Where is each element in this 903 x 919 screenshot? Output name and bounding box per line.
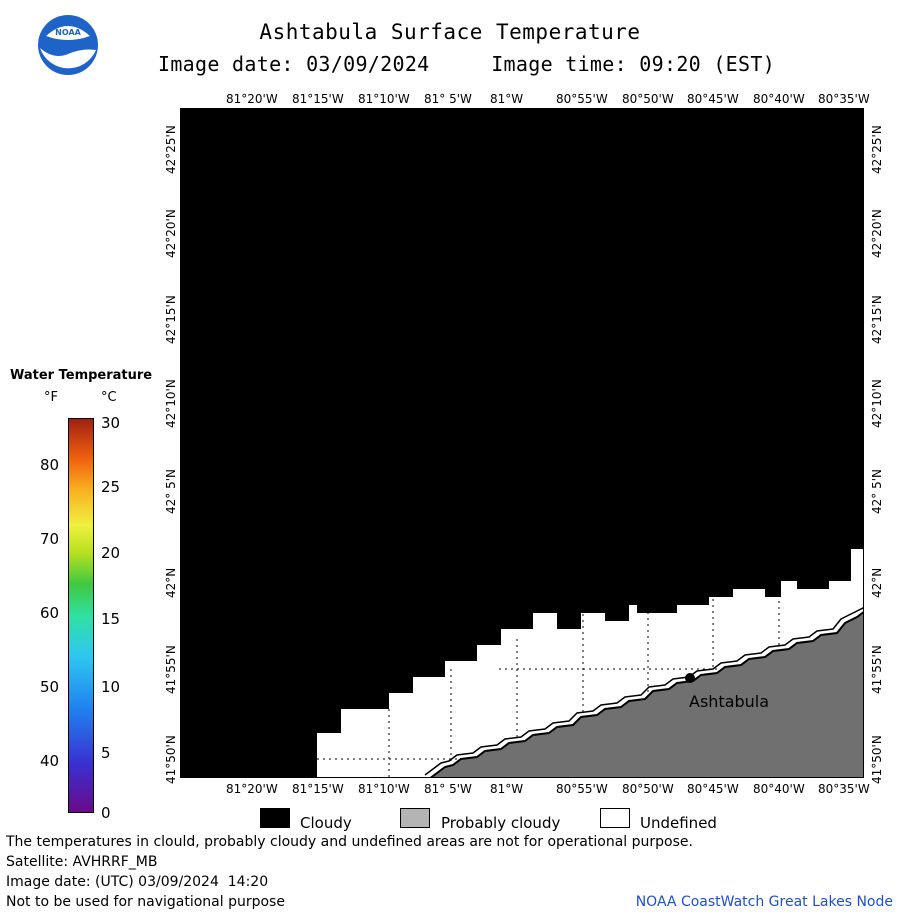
celsius-tick: 15	[101, 610, 121, 628]
satellite-text: Satellite: AVHRRF_MB	[6, 854, 158, 870]
cloudy-swatch	[260, 808, 290, 828]
lat-label-right: 42°20'N	[870, 209, 884, 258]
land-area	[430, 611, 863, 777]
lat-label-right: 41°55'N	[870, 645, 884, 694]
fahrenheit-tick: 60	[40, 604, 60, 622]
celsius-tick: 30	[101, 414, 121, 432]
probably-cloudy-swatch	[400, 808, 430, 828]
probably-cloudy-label: Probably cloudy	[441, 814, 561, 832]
lon-label-bottom: 80°50'W	[622, 782, 674, 796]
fahrenheit-tick: 40	[40, 752, 60, 770]
temperature-map: Ashtabula	[180, 108, 864, 778]
lon-label-top: 80°45'W	[687, 92, 739, 106]
ashtabula-marker	[685, 673, 695, 683]
temperature-colorbar	[68, 418, 94, 813]
lon-label-top: 80°35'W	[818, 92, 870, 106]
legend-title: Water Temperature	[10, 368, 153, 383]
celsius-tick: 20	[101, 544, 121, 562]
navigation-warning: Not to be used for navigational purpose	[6, 894, 285, 910]
lat-label-left: 41°50'N	[164, 735, 178, 784]
lat-label-left: 42°10'N	[164, 379, 178, 428]
lon-label-bottom: 81°20'W	[226, 782, 278, 796]
lon-label-bottom: 80°55'W	[556, 782, 608, 796]
city-label: Ashtabula	[689, 692, 769, 711]
lon-label-top: 81°10'W	[358, 92, 410, 106]
map-canvas: Ashtabula	[181, 109, 863, 777]
image-datetime: Image date: 03/09/2024 Image time: 09:20…	[158, 52, 776, 76]
lon-label-top: 81° 5'W	[424, 92, 472, 106]
lat-label-left: 42°20'N	[164, 209, 178, 258]
lon-label-top: 81°W	[490, 92, 524, 106]
fahrenheit-tick: 50	[40, 678, 60, 696]
credit-text: NOAA CoastWatch Great Lakes Node	[635, 894, 893, 910]
lon-label-bottom: 81°15'W	[292, 782, 344, 796]
cloudy-label: Cloudy	[300, 814, 352, 832]
svg-text:NOAA: NOAA	[55, 28, 81, 37]
lat-label-right: 42° 5'N	[870, 469, 884, 514]
lon-label-bottom: 80°45'W	[687, 782, 739, 796]
celsius-tick: 25	[101, 478, 121, 496]
lat-label-left: 42°15'N	[164, 295, 178, 344]
fahrenheit-tick: 80	[40, 456, 60, 474]
lon-label-top: 80°55'W	[556, 92, 608, 106]
fahrenheit-tick: 70	[40, 530, 60, 548]
lat-label-left: 42°25'N	[164, 125, 178, 174]
lon-label-top: 80°50'W	[622, 92, 674, 106]
disclaimer-text: The temperatures in clould, probably clo…	[6, 834, 693, 850]
undefined-swatch	[600, 808, 630, 828]
unit-celsius: °C	[101, 390, 117, 405]
utc-date-text: Image date: (UTC) 03/09/2024 14:20	[6, 874, 269, 890]
lon-label-bottom: 81°10'W	[358, 782, 410, 796]
noaa-logo: NOAA	[38, 15, 98, 75]
lon-label-top: 81°20'W	[226, 92, 278, 106]
lat-label-right: 42°N	[870, 567, 884, 598]
lon-label-bottom: 80°35'W	[818, 782, 870, 796]
lat-label-right: 42°25'N	[870, 125, 884, 174]
lon-label-bottom: 80°40'W	[753, 782, 805, 796]
lat-label-right: 41°50'N	[870, 735, 884, 784]
lon-label-bottom: 81°W	[490, 782, 524, 796]
page-title: Ashtabula Surface Temperature	[259, 20, 641, 44]
lat-label-right: 42°15'N	[870, 295, 884, 344]
lon-label-top: 80°40'W	[753, 92, 805, 106]
lat-label-left: 41°55'N	[164, 645, 178, 694]
lat-label-left: 42° 5'N	[164, 469, 178, 514]
lat-label-right: 42°10'N	[870, 379, 884, 428]
unit-fahrenheit: °F	[44, 390, 58, 405]
celsius-tick: 5	[101, 744, 111, 762]
undefined-label: Undefined	[640, 814, 717, 832]
lon-label-top: 81°15'W	[292, 92, 344, 106]
lon-label-bottom: 81° 5'W	[424, 782, 472, 796]
celsius-tick: 0	[101, 804, 111, 822]
celsius-tick: 10	[101, 678, 121, 696]
lat-label-left: 42°N	[164, 567, 178, 598]
